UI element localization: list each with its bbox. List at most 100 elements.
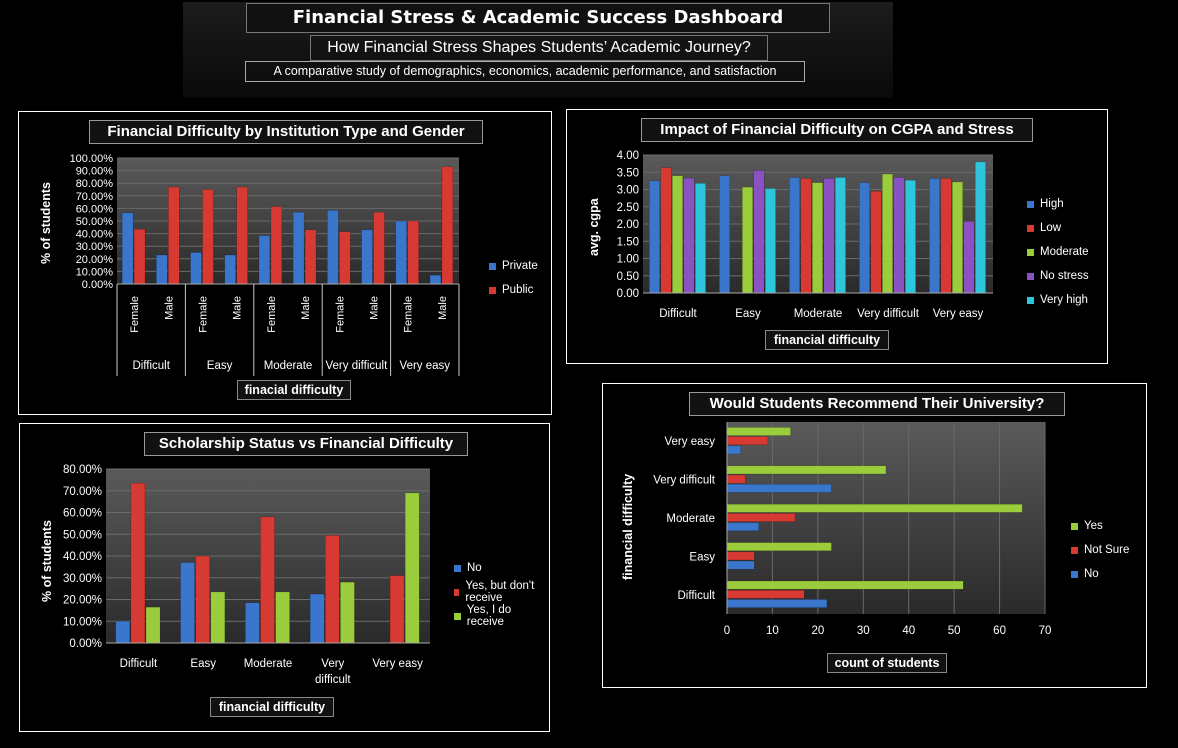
bar-no-very-easy [726,445,741,455]
bar-high-moderate [789,177,801,294]
bar-public-male [441,166,454,285]
y-tick-label: 0.00% [82,279,113,291]
legend-item-yes-receive: Yes, I do receive [454,604,549,628]
bar-not-sure-very-difficult [726,474,746,484]
bar-yes-but-don-t-receive-easy [195,555,211,644]
y-tick-label: 50.00% [76,216,114,228]
bar-moderate-difficult [672,175,683,294]
bar-public-female [133,228,146,285]
y-tick-label: 20.00% [76,254,114,266]
bar-yes-easy [726,542,832,552]
bar-not-sure-moderate [726,513,796,522]
bar-yes-but-don-t-receive-moderate [260,516,275,644]
legend-item-no: No [454,556,549,580]
bar-moderate-very-easy [952,181,963,294]
y-tick-label: 0.50 [617,271,639,283]
bar-no-very-difficult [309,593,325,644]
bar-no-moderate [245,602,260,644]
recommend-legend: Yes Not Sure No [1071,514,1129,586]
x-tick-label: difficult [315,674,351,686]
y-tick-label: Easy [689,551,715,563]
recommend-y-axis-label: financial difficulty [621,473,635,580]
y-tick-label: 80.00% [76,178,114,190]
recommend-x-axis-label: count of students [827,653,947,673]
legend-item-very-high: Very high [1027,288,1089,312]
institution-y-axis-label: % of students [39,182,53,264]
y-tick-label: 3.50 [617,167,639,179]
recommend-chart-title: Would Students Recommend Their Universit… [689,392,1065,416]
y-tick-label: 1.50 [617,236,639,248]
y-tick-label: 90.00% [76,166,114,178]
bar-yes-i-do-receive-very-difficult [340,581,355,644]
bar-no-stress-very-easy [963,220,975,294]
bar-yes-i-do-receive-difficult [145,606,161,644]
bar-public-male [373,211,385,285]
x-tick-label: Very easy [933,308,984,320]
bar-very-high-moderate [834,177,846,294]
x-tick-label: Female [198,296,210,333]
x-tick-label: 0 [724,625,730,637]
recommend-chart: 0 10 20 30 40 50 60 70 Difficult Easy Moderate Very… [653,422,1051,637]
bar-public-male [168,186,180,285]
scholarship-legend: No Yes, but don't receive Yes, I do rece… [454,556,549,628]
x-tick-label: Easy [735,308,761,320]
y-tick-label: 3.00 [617,185,639,197]
y-tick-label: 1.00 [617,254,639,266]
y-tick-label: 60.00% [63,508,102,520]
legend-item-no: No [1071,562,1129,586]
y-tick-label: 4.00 [617,150,639,162]
bar-yes-but-don-t-receive-difficult [130,482,146,644]
y-tick-label: 10.00% [76,266,114,278]
bar-no-stress-easy [753,170,765,294]
recommend-chart-panel: 0 10 20 30 40 50 60 70 Difficult Easy Moderate Very… [602,383,1147,688]
legend-item-not-sure: Not Sure [1071,538,1129,562]
x-tick-label: Male [232,296,244,320]
bar-private-male [361,229,373,285]
scholarship-chart: 0.00% 10.00% 20.00% 30.00% 40.00% 50.00% 60.00… [63,464,430,686]
y-tick-label: 100.00% [70,153,114,165]
legend-item-private: Private [489,254,538,278]
cgpa-legend: High Low Moderate No stress Very high [1027,192,1089,312]
legend-item-yes: Yes [1071,514,1129,538]
scholarship-chart-title: Scholarship Status vs Financial Difficul… [144,432,468,456]
bar-private-male [156,254,168,285]
x-tick-label: Male [369,296,381,320]
y-tick-label: 60.00% [76,203,114,215]
group-label-moderate: Moderate [264,360,313,372]
scholarship-y-axis-label: % of students [40,520,54,602]
legend-item-moderate: Moderate [1027,240,1089,264]
x-tick-label: Moderate [794,308,843,320]
group-label-difficult: Difficult [132,360,170,372]
y-tick-label: 20.00% [63,595,102,607]
bar-public-male [304,229,317,285]
x-tick-label: 20 [811,625,824,637]
dashboard-question: How Financial Stress Shapes Students’ Ac… [310,35,768,61]
bar-no-moderate [726,522,760,532]
bar-private-female [258,235,271,285]
cgpa-x-axis-label: financial difficulty [765,330,889,350]
y-tick-label: 2.00 [617,219,639,231]
x-tick-label: Female [403,296,415,333]
bar-private-female [190,252,202,285]
cgpa-chart-title: Impact of Financial Difficulty on CGPA a… [641,118,1033,142]
bar-yes-but-don-t-receive-very-easy [389,575,405,644]
x-tick-label: Very easy [372,658,423,670]
y-tick-label: 2.50 [617,202,639,214]
legend-item-public: Public [489,278,538,302]
x-tick-label: Female [266,296,278,333]
x-tick-label: 60 [993,625,1006,637]
x-tick-label: 50 [948,625,961,637]
y-tick-label: 0.00% [69,638,102,650]
dashboard-description: A comparative study of demographics, eco… [245,61,805,82]
bar-very-high-very-easy [974,161,986,294]
x-tick-label: Easy [190,658,216,670]
bar-yes-very-easy [726,427,791,436]
bar-low-difficult [660,167,672,294]
group-label-very-easy: Very easy [400,360,451,372]
bar-no-difficult [726,599,828,608]
bar-very-high-difficult [694,183,706,294]
group-label-easy: Easy [207,360,233,372]
legend-item-no-stress: No stress [1027,264,1089,288]
x-tick-label: Very [321,658,344,670]
y-tick-label: 0.00 [617,288,639,300]
